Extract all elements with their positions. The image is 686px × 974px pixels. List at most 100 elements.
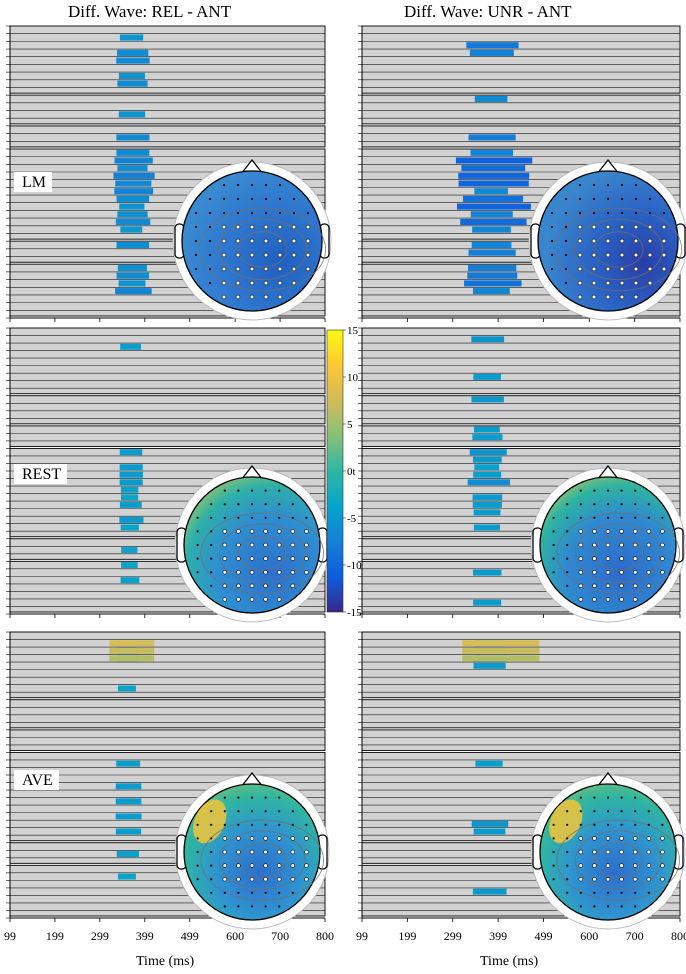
electrode: [264, 796, 267, 799]
electrode-significant: [304, 863, 309, 868]
electrode-significant: [605, 266, 611, 272]
topomap-contour: [200, 512, 324, 594]
electrode-significant: [592, 529, 597, 534]
electrode-significant: [249, 836, 255, 841]
electrode: [606, 823, 610, 826]
electrode: [593, 891, 596, 894]
effect-cell: [470, 149, 513, 156]
electrode: [292, 211, 296, 215]
effect-cell: [115, 813, 142, 820]
electrode-significant: [277, 569, 282, 575]
electrode-significant: [660, 876, 665, 882]
effect-cell: [116, 760, 141, 767]
electrode: [606, 211, 610, 215]
electrode: [250, 891, 254, 894]
electrode: [237, 796, 240, 799]
electrode-significant: [578, 876, 583, 882]
electrode-significant: [591, 224, 597, 230]
electrode-significant: [236, 597, 241, 602]
effect-cell: [474, 426, 500, 433]
electrode: [237, 823, 240, 826]
electrode: [552, 823, 555, 826]
effect-cell: [118, 111, 146, 118]
electrode-significant: [577, 294, 583, 300]
electrode-significant: [647, 252, 653, 258]
electrode-significant: [605, 224, 611, 230]
electrode: [264, 516, 267, 519]
electrode-significant: [290, 876, 295, 882]
electrode: [223, 516, 226, 519]
electrode: [237, 905, 240, 908]
effect-cell: [466, 42, 519, 49]
electrode-significant: [632, 542, 638, 548]
electrode: [606, 503, 610, 506]
electrode: [620, 503, 623, 506]
effect-cell: [468, 249, 516, 256]
effect-cell: [456, 203, 531, 210]
colorbar-tick-label: 0t: [347, 466, 356, 478]
electrode: [250, 796, 254, 799]
electrode: [264, 211, 268, 215]
electrode-significant: [290, 849, 295, 855]
electrode-significant: [235, 266, 241, 272]
electrode-significant: [249, 224, 255, 230]
channel-group: [361, 125, 681, 148]
effect-cell: [117, 211, 148, 218]
electrode: [661, 516, 664, 519]
electrode: [634, 796, 637, 799]
channel-group: [361, 425, 681, 447]
effect-cell: [473, 599, 502, 606]
electrode: [647, 891, 650, 894]
electrode: [634, 211, 638, 215]
electrode-significant: [619, 252, 625, 258]
electrode: [564, 267, 568, 271]
effect-cell: [473, 471, 502, 478]
electrode-significant: [263, 294, 269, 300]
effect-cell-positive: [109, 640, 155, 647]
electrode: [579, 891, 582, 894]
electrode-significant: [578, 597, 583, 602]
channel-group: [9, 395, 326, 425]
electrode: [566, 878, 569, 881]
electrode-significant: [236, 876, 241, 882]
electrode: [592, 183, 596, 187]
electrode: [620, 823, 623, 826]
electrode: [634, 183, 638, 187]
electrode: [634, 905, 637, 908]
electrode-significant: [591, 266, 597, 272]
electrode: [196, 571, 199, 574]
electrode: [578, 197, 582, 201]
effect-cell: [473, 524, 500, 531]
electrode: [564, 211, 568, 215]
electrode-significant: [633, 280, 639, 286]
electrode-significant: [277, 876, 282, 882]
electrode-significant: [291, 238, 297, 244]
channel-group: [361, 25, 681, 94]
electrode: [564, 239, 568, 243]
effect-cell: [472, 494, 503, 501]
electrode-significant: [290, 583, 295, 588]
electrode: [552, 516, 555, 519]
electrode: [647, 503, 650, 506]
effect-cell: [116, 49, 149, 56]
electrode: [305, 516, 308, 519]
electrode-significant: [660, 569, 665, 575]
electrode-significant: [592, 597, 597, 602]
electrode: [236, 183, 240, 187]
electrode: [620, 489, 623, 492]
electrode: [306, 211, 310, 215]
electrode: [250, 197, 254, 201]
electrode-significant: [660, 863, 665, 868]
x-tick-label: 700: [271, 929, 289, 943]
electrode-significant: [222, 529, 228, 534]
effect-cell: [472, 288, 510, 295]
electrode-significant: [277, 294, 283, 300]
x-tick-label: 600: [226, 929, 244, 943]
electrode: [222, 183, 226, 187]
electrode: [634, 197, 638, 201]
effect-cell: [469, 49, 514, 56]
electrode-significant: [290, 863, 295, 868]
electrode: [550, 253, 554, 257]
electrode: [237, 489, 240, 492]
electrode: [578, 211, 582, 215]
